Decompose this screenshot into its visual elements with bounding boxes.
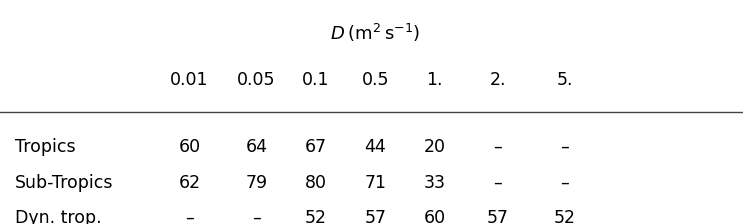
Text: Tropics: Tropics [15,138,76,156]
Text: –: – [185,209,194,224]
Text: 57: 57 [487,209,509,224]
Text: 60: 60 [424,209,446,224]
Text: 79: 79 [245,174,267,192]
Text: –: – [493,174,502,192]
Text: 5.: 5. [557,71,573,88]
Text: 62: 62 [178,174,201,192]
Text: –: – [560,174,569,192]
Text: 0.5: 0.5 [361,71,389,88]
Text: –: – [252,209,261,224]
Text: 64: 64 [245,138,267,156]
Text: 0.05: 0.05 [237,71,276,88]
Text: 60: 60 [178,138,201,156]
Text: –: – [493,138,502,156]
Text: 71: 71 [364,174,386,192]
Text: 52: 52 [554,209,576,224]
Text: 33: 33 [424,174,446,192]
Text: –: – [560,138,569,156]
Text: 57: 57 [364,209,386,224]
Text: $D$ (m$^2$ s$^{-1}$): $D$ (m$^2$ s$^{-1}$) [330,22,421,43]
Text: 80: 80 [305,174,327,192]
Text: 52: 52 [305,209,327,224]
Text: 1.: 1. [426,71,443,88]
Text: 20: 20 [424,138,446,156]
Text: 0.1: 0.1 [302,71,330,88]
Text: Sub-Tropics: Sub-Tropics [15,174,114,192]
Text: 0.01: 0.01 [170,71,209,88]
Text: 67: 67 [305,138,327,156]
Text: 2.: 2. [490,71,506,88]
Text: Dyn. trop.: Dyn. trop. [15,209,102,224]
Text: 44: 44 [364,138,386,156]
